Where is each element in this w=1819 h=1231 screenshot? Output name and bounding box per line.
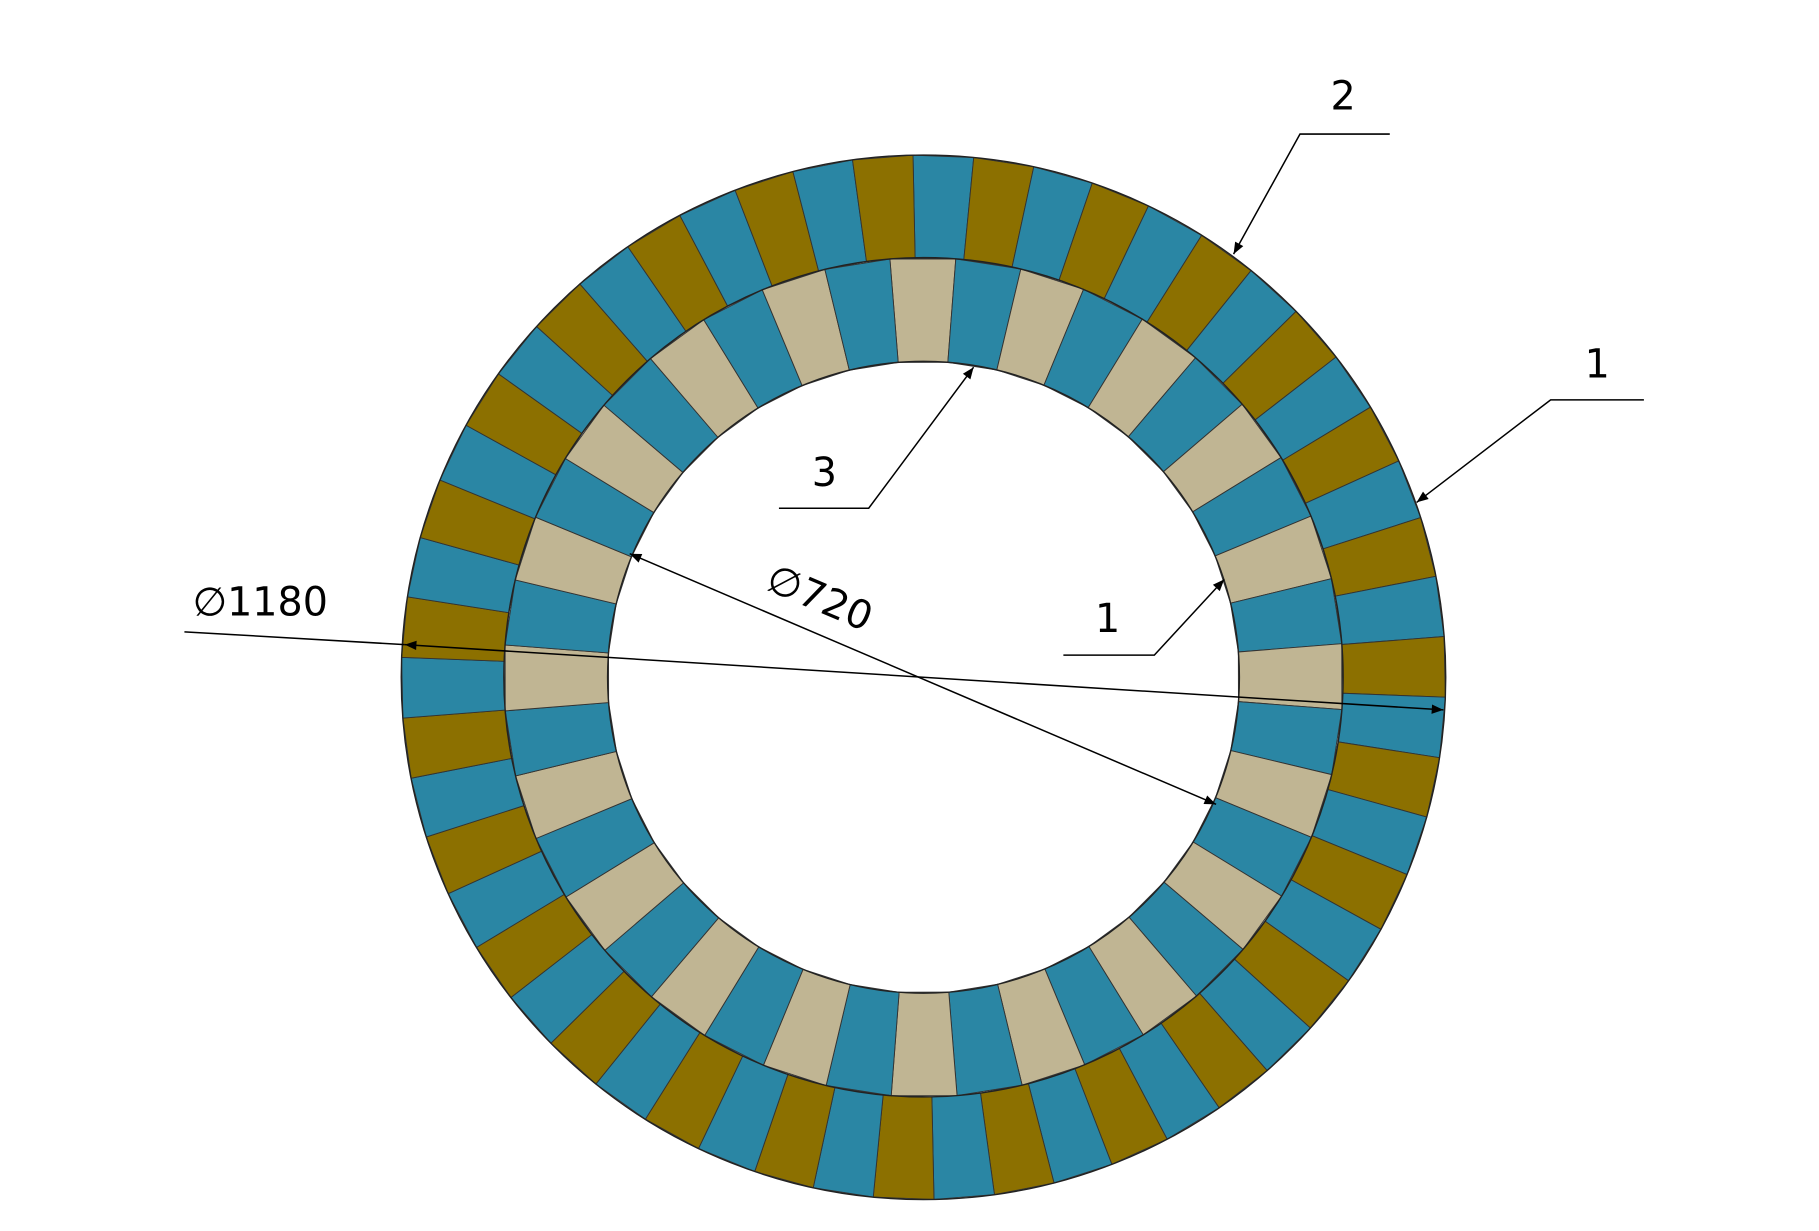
- leader-line: [778, 366, 975, 510]
- brick: [872, 1094, 935, 1200]
- dimension-label: ∅720: [760, 556, 879, 641]
- ring-assembly: [400, 154, 1447, 1201]
- ring-outline: [400, 154, 1447, 1201]
- brick: [1341, 635, 1446, 698]
- callout-label: 1: [1585, 342, 1610, 388]
- callout-label: 3: [812, 450, 837, 496]
- brick: [890, 991, 958, 1097]
- dimension-line: [629, 553, 1217, 806]
- brick: [889, 258, 957, 363]
- dimension-line: [184, 631, 405, 646]
- callout-label: 1: [1095, 596, 1120, 642]
- brick: [912, 154, 975, 261]
- brick: [401, 656, 506, 719]
- leader-line: [1416, 399, 1644, 504]
- leader-line: [1232, 133, 1390, 255]
- leader-line: [1063, 578, 1225, 656]
- callout-label: 2: [1331, 74, 1356, 120]
- dimension-label: ∅1180: [193, 580, 328, 626]
